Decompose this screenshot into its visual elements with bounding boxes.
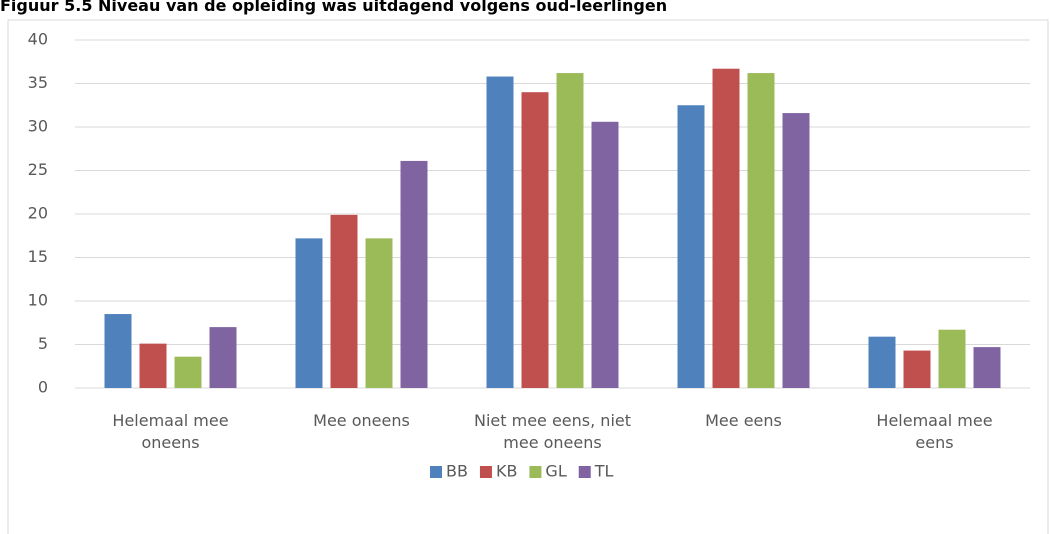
bar [521,92,549,388]
bar [903,350,931,388]
legend-swatch [529,466,542,478]
bar [782,113,810,388]
bar [677,105,705,388]
y-tick-label: 35 [28,73,48,92]
bar [295,238,323,388]
y-tick-label: 40 [28,30,48,49]
legend-swatch [578,466,591,478]
chart-title: Figuur 5.5 Niveau van de opleiding was u… [0,0,668,15]
bar [868,336,896,388]
legend-label: TL [594,462,614,481]
x-tick-label: Niet mee eens, niet mee oneens [473,411,631,452]
legend-label: GL [545,462,566,481]
legend-label: BB [446,462,468,481]
y-tick-label: 10 [28,291,48,310]
y-tick-label: 30 [28,117,48,136]
bar [486,76,514,388]
bar [330,214,358,388]
y-tick-label: 5 [38,334,48,353]
bar [556,73,584,388]
bar [104,314,132,388]
y-tick-label: 25 [28,160,48,179]
bar [747,73,775,388]
x-tick-label: Helemaal mee eens [876,411,993,452]
bar [365,238,393,388]
y-tick-label: 20 [28,204,48,223]
bar [209,327,237,388]
y-tick-label: 0 [38,378,48,397]
bar [400,160,428,388]
x-tick-label: Mee oneens [313,411,410,430]
chart-frame [7,19,1049,534]
bar [938,329,966,388]
bar [712,68,740,389]
legend-label: KB [496,462,517,481]
bar [591,121,619,388]
x-tick-label: Mee eens [705,411,782,430]
y-tick-label: 15 [28,247,48,266]
bar [973,347,1001,388]
legend-swatch [430,466,442,478]
bar [174,356,202,388]
bar [139,343,167,388]
x-tick-label: Helemaal mee oneens [112,411,229,452]
legend-swatch [479,466,492,478]
